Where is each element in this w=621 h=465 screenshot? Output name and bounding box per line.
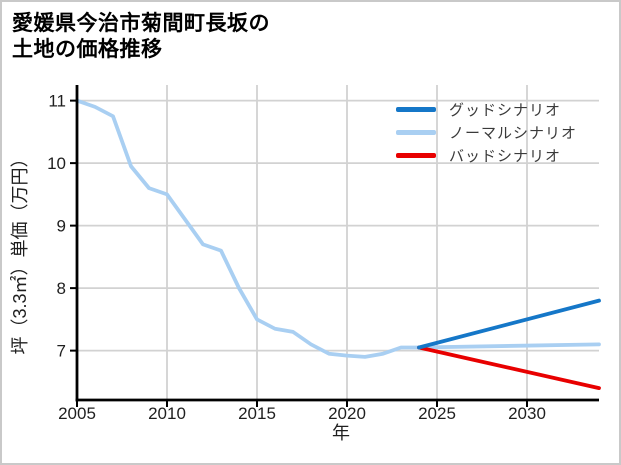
- y-tick-label: 7: [57, 342, 66, 361]
- series-line-normal: [75, 98, 601, 359]
- legend-item-bad: バッドシナリオ: [396, 144, 577, 167]
- legend-label-good: グッドシナリオ: [449, 102, 562, 119]
- x-tick-label: 2010: [148, 404, 186, 423]
- legend-swatch-good: [396, 107, 436, 112]
- legend-swatch-normal: [396, 130, 436, 135]
- legend-item-normal: ノーマルシナリオ: [396, 121, 577, 144]
- legend-item-good: グッドシナリオ: [396, 98, 577, 121]
- plot-lines: [75, 98, 601, 391]
- gridlines: [77, 85, 599, 400]
- y-axis-label: 坪（3.3㎡）単価（万円）: [9, 149, 30, 354]
- x-tick-label: 2025: [418, 404, 456, 423]
- chart-title: 愛媛県今治市菊間町長坂の 土地の価格推移: [12, 11, 270, 63]
- x-tick-label: 2020: [328, 404, 366, 423]
- y-tick-label: 9: [57, 217, 66, 236]
- x-tick-label: 2015: [238, 404, 276, 423]
- series-line-bad: [417, 345, 601, 391]
- legend-label-bad: バッドシナリオ: [449, 148, 562, 165]
- legend-label-normal: ノーマルシナリオ: [449, 125, 578, 142]
- x-tick-label: 2030: [508, 404, 546, 423]
- series-line-good: [417, 298, 601, 350]
- x-axis-label: 年: [332, 423, 350, 443]
- chart-title-line1: 愛媛県今治市菊間町長坂の: [12, 12, 270, 35]
- chart-title-line2: 土地の価格推移: [12, 38, 163, 61]
- x-tick-label: 2005: [58, 404, 96, 423]
- tick-labels: 2005 2010 2015 2020 2025 2030 7 8 9 10 11: [47, 92, 546, 423]
- y-tick-label: 10: [47, 154, 66, 173]
- legend: グッドシナリオ ノーマルシナリオ バッドシナリオ: [396, 98, 577, 167]
- y-tick-label: 8: [57, 279, 66, 298]
- legend-swatch-bad: [396, 153, 436, 158]
- y-tick-label: 11: [48, 92, 66, 111]
- axes: [70, 85, 599, 407]
